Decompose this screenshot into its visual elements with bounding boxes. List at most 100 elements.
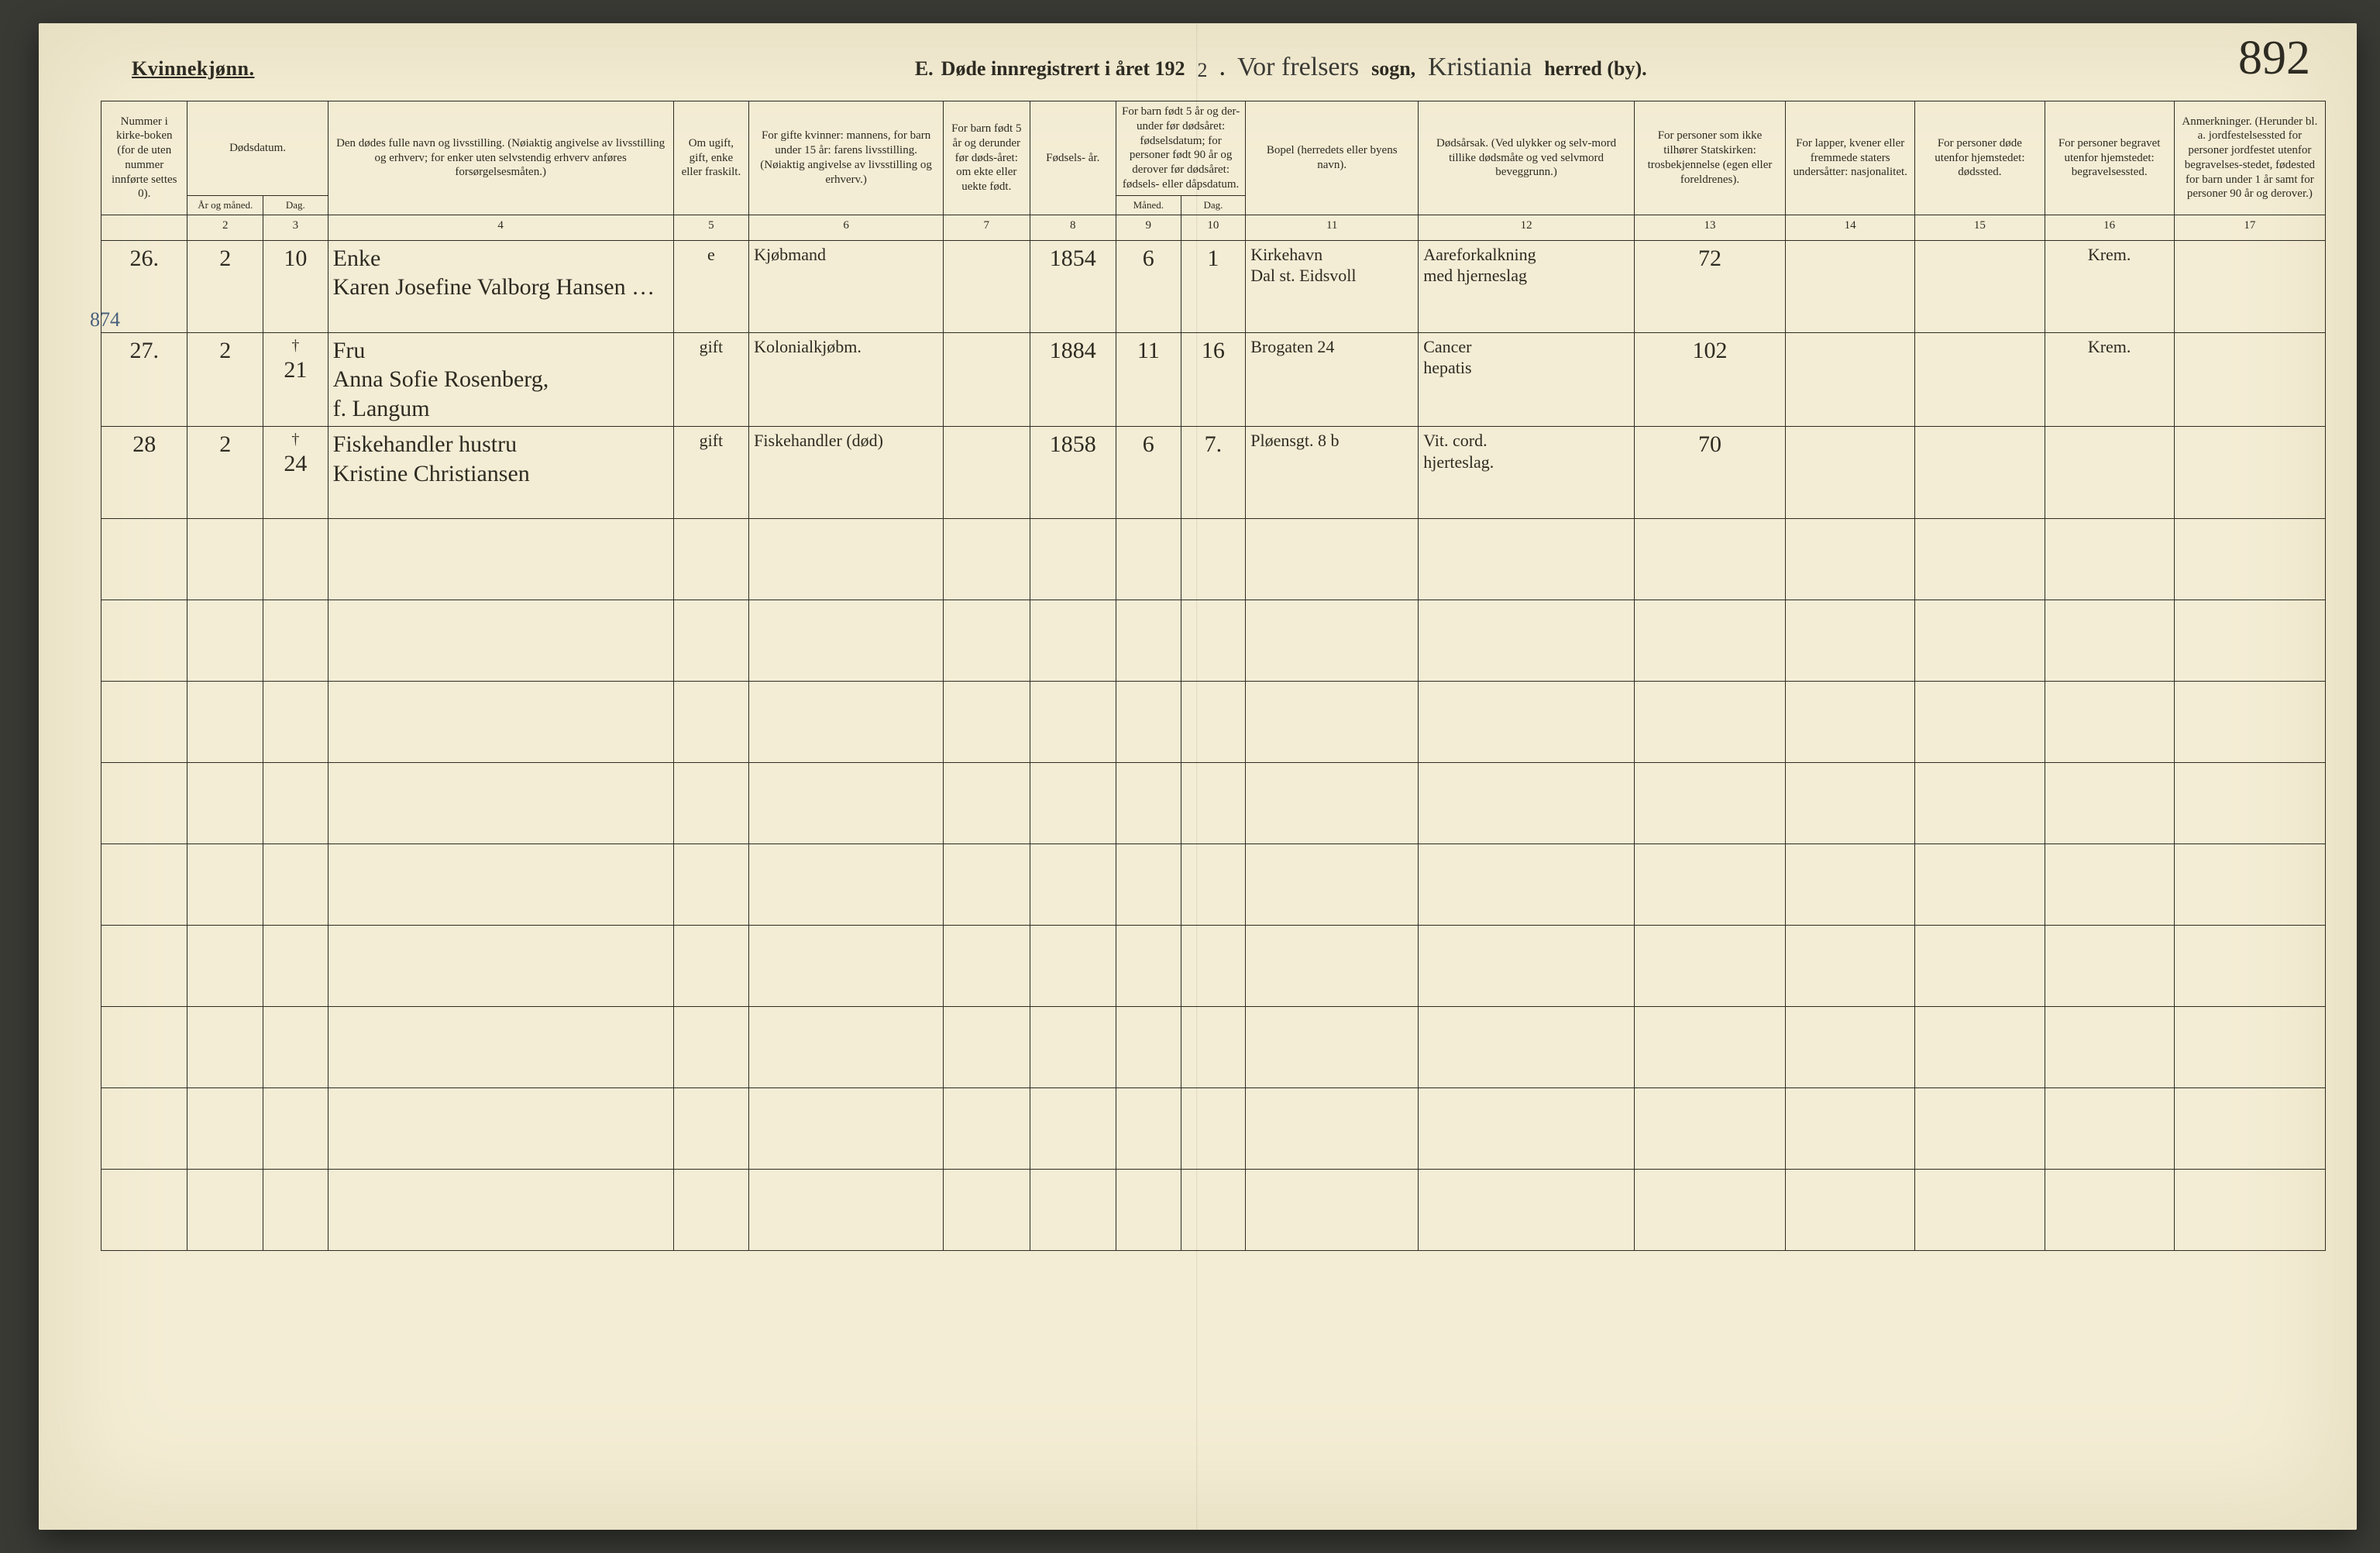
cell-empty [1030, 926, 1116, 1007]
cell-empty [749, 682, 944, 763]
cell-empty [1030, 600, 1116, 682]
cell: 102 [1634, 332, 1785, 427]
col-head-9: For barn født 5 år og der-under før døds… [1116, 101, 1246, 196]
table-row-empty [101, 519, 2326, 600]
margin-note: 874 [85, 310, 125, 330]
cell-empty [1030, 1170, 1116, 1251]
cell-empty [1181, 844, 1246, 926]
section-letter: E. [915, 57, 934, 81]
cell: gift [673, 427, 749, 519]
cell-empty [673, 763, 749, 844]
cell-empty [1116, 1170, 1181, 1251]
cell-empty [2174, 600, 2325, 682]
cell-empty [1419, 682, 1635, 763]
cell-empty [673, 682, 749, 763]
cell-empty [1634, 1007, 1785, 1088]
cell: 27. [101, 332, 187, 427]
district-label: herred (by). [1544, 57, 1646, 81]
cell-empty [944, 1170, 1030, 1251]
page-wrap: Kvinnekjønn. E. Døde innregistrert i åre… [0, 0, 2380, 1553]
cell-empty [1246, 926, 1419, 1007]
cell-empty [1116, 1007, 1181, 1088]
cell-empty [944, 600, 1030, 682]
cell-empty [328, 1170, 673, 1251]
cell-empty [673, 1007, 749, 1088]
cell-empty [944, 1007, 1030, 1088]
cell-empty [1915, 519, 2045, 600]
cell: 10 [263, 240, 328, 332]
cell-empty [101, 844, 187, 926]
cell: †21 [263, 332, 328, 427]
cell: 70 [1634, 427, 1785, 519]
column-number: 9 [1116, 215, 1181, 240]
cell-empty [944, 844, 1030, 926]
cell-empty [1786, 1170, 1915, 1251]
cell: 1854 [1030, 240, 1116, 332]
page-number: 892 [2238, 31, 2310, 86]
cell-empty [1419, 1007, 1635, 1088]
cell: Krem. [2045, 332, 2174, 427]
parish-label: sogn, [1371, 57, 1415, 81]
cell [2174, 427, 2325, 519]
cell-empty [1786, 682, 1915, 763]
cell: Fiskehandler hustru Kristine Christianse… [328, 427, 673, 519]
cell-empty [1030, 682, 1116, 763]
col-head-7: For barn født 5 år og derunder før døds-… [944, 101, 1030, 215]
column-number [101, 215, 187, 240]
cell-empty [944, 763, 1030, 844]
cell: Krem. [2045, 240, 2174, 332]
cell-empty [1030, 763, 1116, 844]
cell-empty [749, 1007, 944, 1088]
col-head-4: Den dødes fulle navn og livsstilling. (N… [328, 101, 673, 215]
year-dot: . [1220, 57, 1226, 81]
cell: gift [673, 332, 749, 427]
cell: Kjøbmand [749, 240, 944, 332]
cell: 11 [1116, 332, 1181, 427]
cell-empty [1419, 600, 1635, 682]
cell-empty [263, 600, 328, 682]
cell-empty [101, 519, 187, 600]
col-sub-day: Dag. [263, 195, 328, 215]
cell: Fiskehandler (død) [749, 427, 944, 519]
col-sub-bday: Dag. [1181, 195, 1246, 215]
table-row-empty [101, 1088, 2326, 1170]
cell-empty [328, 1007, 673, 1088]
ledger-head: Nummer i kirke-boken (for de uten nummer… [101, 101, 2326, 241]
cell [1915, 332, 2045, 427]
column-number: 2 [187, 215, 263, 240]
cell-empty [1030, 844, 1116, 926]
col-head-13: For personer som ikke tilhører Statskirk… [1634, 101, 1785, 215]
cell-empty [1419, 519, 1635, 600]
cell: 6 [1116, 427, 1181, 519]
col-head-15: For personer døde utenfor hjemstedet: dø… [1915, 101, 2045, 215]
table-row-empty [101, 1170, 2326, 1251]
district-handwritten: Kristiania [1423, 54, 1536, 81]
cell-empty [2045, 926, 2174, 1007]
cell-empty [1419, 763, 1635, 844]
cell: 16 [1181, 332, 1246, 427]
cell-empty [187, 1170, 263, 1251]
cell: 72 [1634, 240, 1785, 332]
cell-empty [2045, 763, 2174, 844]
table-row-empty [101, 1007, 2326, 1088]
cell-empty [1915, 926, 2045, 1007]
column-number: 4 [328, 215, 673, 240]
cell-empty [2174, 763, 2325, 844]
column-number: 7 [944, 215, 1030, 240]
cell-empty [263, 519, 328, 600]
title-prefix: Døde innregistrert i året 192 [941, 57, 1185, 81]
cell: †24 [263, 427, 328, 519]
cell-empty [328, 682, 673, 763]
cell-empty [1030, 1007, 1116, 1088]
column-number: 12 [1419, 215, 1635, 240]
cell [1786, 240, 1915, 332]
paper-sheet: Kvinnekjønn. E. Døde innregistrert i åre… [39, 23, 2357, 1530]
cell-empty [749, 600, 944, 682]
cell-empty [1246, 1170, 1419, 1251]
cell [1786, 332, 1915, 427]
col-head-1: Nummer i kirke-boken (for de uten nummer… [101, 101, 187, 215]
table-row-empty [101, 844, 2326, 926]
cell-empty [1246, 682, 1419, 763]
cell-empty [263, 763, 328, 844]
col-sub-month: Måned. [1116, 195, 1181, 215]
